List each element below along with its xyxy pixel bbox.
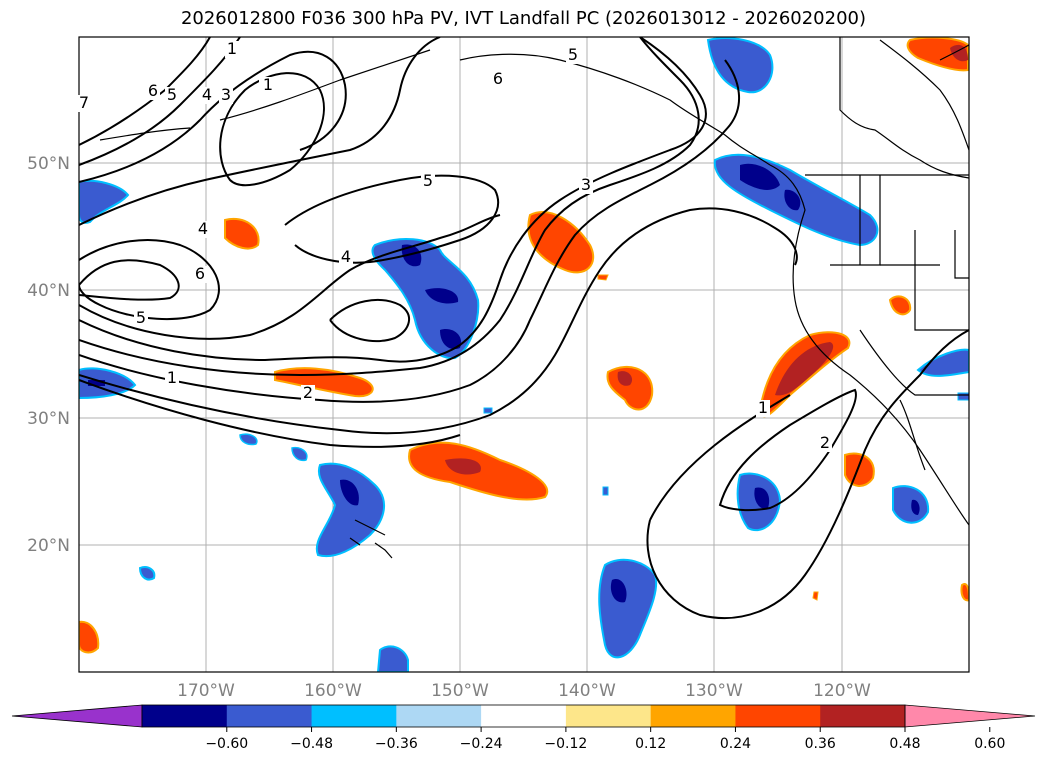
- colorbar-extend-low: [11, 704, 143, 728]
- colorbar-tick-label: −0.24: [460, 736, 503, 752]
- contour-label-bg: [566, 47, 580, 64]
- colorbar-tick-label: 0.24: [720, 736, 751, 752]
- contour-label: 1: [167, 368, 177, 387]
- contour-label: 5: [423, 171, 433, 190]
- contour-label: 3: [581, 175, 591, 194]
- contour-label-bg: [165, 87, 179, 104]
- pv-contours: [79, 37, 969, 619]
- contour-label: 6: [493, 69, 503, 88]
- colorbar-tick-label: −0.60: [205, 736, 248, 752]
- map-frame: [78, 36, 970, 673]
- colorbar-segment: [820, 705, 906, 727]
- contour-label: 4: [341, 247, 351, 266]
- latitude-labels: 50°N 40°N 30°N 20°N: [27, 154, 70, 556]
- colorbar-segment: [311, 705, 397, 727]
- contour-label-bg: [165, 370, 179, 387]
- map-title: 2026012800 F036 300 hPa PV, IVT Landfall…: [180, 8, 867, 29]
- contour-label: 6: [148, 81, 158, 100]
- longitude-labels: 170°W 160°W 150°W 140°W 130°W 120°W: [177, 681, 871, 701]
- contour-label-bg: [756, 400, 770, 417]
- contour-label-bg: [579, 177, 593, 194]
- lon-label-130w: 130°W: [685, 681, 743, 701]
- colorbar-outline: [141, 704, 906, 728]
- colorbar-segment: [142, 705, 228, 727]
- contour-label-bg: [818, 435, 832, 452]
- lat-label-40n: 40°N: [27, 281, 70, 301]
- contour-label: 1: [227, 39, 237, 58]
- contour-label: 1: [263, 75, 273, 94]
- colorbar-tick-label: 0.60: [974, 736, 1005, 752]
- colorbar-segment: [396, 705, 482, 727]
- contour-label-bg: [77, 95, 91, 112]
- contour-label-bg: [200, 87, 214, 104]
- contour-label: 5: [136, 308, 146, 327]
- contour-label-group: 76543216554645123211: [77, 39, 832, 452]
- colorbar: −0.60 −0.48 −0.36 −0.24 −0.12 0.12 0.24 0.36 0.4…: [11, 704, 1036, 752]
- colorbar-tick-label: 0.36: [805, 736, 836, 752]
- contour-label-bg: [193, 266, 207, 283]
- negative-shading: [79, 37, 969, 672]
- colorbar-segment: [565, 705, 652, 727]
- contour-label: 2: [820, 433, 830, 452]
- contour-label-bg: [219, 87, 233, 104]
- contour-label-bg: [225, 41, 239, 58]
- contour-label-bg: [146, 83, 160, 100]
- colorbar-tick-label: −0.12: [544, 736, 587, 752]
- contour-label-bg: [339, 249, 353, 266]
- colorbar-tick-label: 0.48: [889, 736, 920, 752]
- contour-label: 2: [303, 383, 313, 402]
- contour-label-bg: [134, 310, 148, 327]
- contour-label: 5: [568, 45, 578, 64]
- contour-label: 6: [195, 264, 205, 283]
- colorbar-segment: [226, 705, 313, 727]
- contour-label-bg: [196, 221, 210, 238]
- lat-label-30n: 30°N: [27, 409, 70, 429]
- graticule: [79, 37, 969, 672]
- colorbar-extend-high: [904, 704, 1036, 728]
- coastlines: [99, 37, 969, 559]
- contour-label: 1: [758, 398, 768, 417]
- colorbar-segment: [650, 705, 736, 727]
- colorbar-segment: [735, 705, 821, 727]
- lon-label-140w: 140°W: [558, 681, 616, 701]
- contour-label: 4: [198, 219, 208, 238]
- lon-label-120w: 120°W: [813, 681, 871, 701]
- lon-label-160w: 160°W: [304, 681, 362, 701]
- colorbar-tick-label: −0.48: [290, 736, 333, 752]
- lon-label-170w: 170°W: [177, 681, 235, 701]
- contour-label: 3: [221, 85, 231, 104]
- contour-label-bg: [421, 173, 435, 190]
- lat-label-20n: 20°N: [27, 536, 70, 556]
- colorbar-tick-label: −0.36: [375, 736, 418, 752]
- contour-label: 5: [167, 85, 177, 104]
- contour-label: 4: [202, 85, 212, 104]
- contour-label-bg: [301, 385, 315, 402]
- contour-label-bg: [261, 77, 275, 94]
- contour-label-bg: [491, 71, 505, 88]
- contour-label: 7: [79, 93, 89, 112]
- colorbar-tick-label: 0.12: [635, 736, 666, 752]
- colorbar-segment: [481, 705, 567, 727]
- lon-label-150w: 150°W: [431, 681, 489, 701]
- lat-label-50n: 50°N: [27, 154, 70, 174]
